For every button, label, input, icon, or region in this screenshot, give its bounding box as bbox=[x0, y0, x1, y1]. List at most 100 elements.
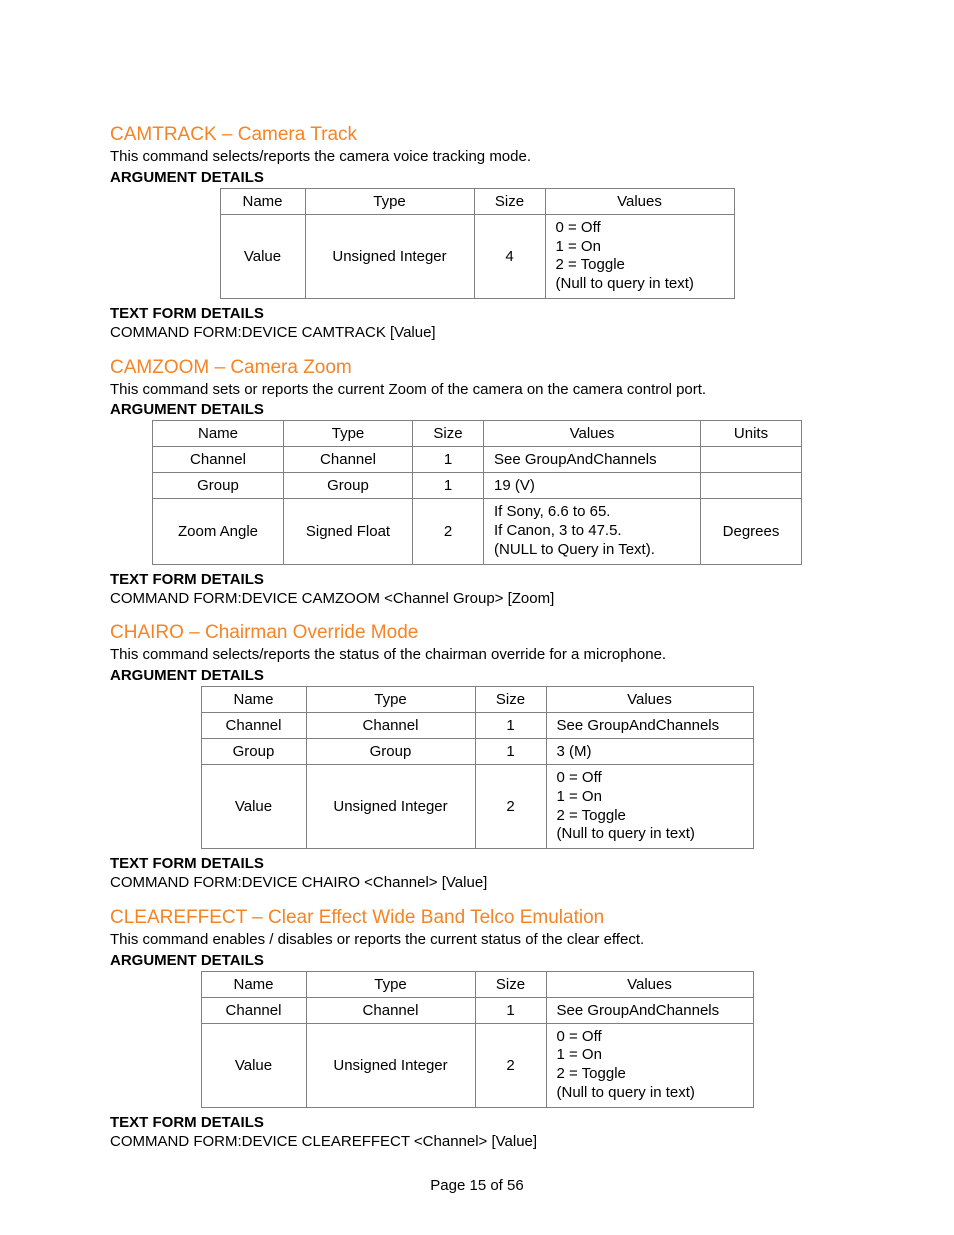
table-header-cell: Size bbox=[475, 971, 546, 997]
section-description: This command sets or reports the current… bbox=[110, 381, 844, 400]
page-footer: Page 15 of 56 bbox=[110, 1177, 844, 1194]
table-cell: 0 = Off1 = On2 = Toggle(Null to query in… bbox=[546, 1023, 753, 1107]
table-header-cell: Size bbox=[413, 421, 484, 447]
table-row: ValueUnsigned Integer40 = Off1 = On2 = T… bbox=[220, 214, 734, 298]
table-cell: Value bbox=[201, 765, 306, 849]
argument-table: NameTypeSizeValuesValueUnsigned Integer4… bbox=[220, 188, 735, 299]
table-cell: 3 (M) bbox=[546, 739, 753, 765]
table-cell: If Sony, 6.6 to 65.If Canon, 3 to 47.5.(… bbox=[484, 499, 701, 564]
argument-table: NameTypeSizeValuesChannelChannel1See Gro… bbox=[201, 971, 754, 1108]
table-cell bbox=[701, 447, 802, 473]
table-wrapper: NameTypeSizeValuesChannelChannel1See Gro… bbox=[110, 971, 844, 1108]
command-section: CAMZOOM – Camera Zoom This command sets o… bbox=[110, 357, 844, 609]
table-header-row: NameTypeSizeValues bbox=[220, 188, 734, 214]
table-row: ChannelChannel1See GroupAndChannels bbox=[201, 713, 753, 739]
table-cell: Channel bbox=[201, 997, 306, 1023]
table-cell: Group bbox=[153, 473, 284, 499]
table-cell: See GroupAndChannels bbox=[546, 997, 753, 1023]
command-form-prefix: COMMAND FORM: bbox=[110, 1133, 242, 1150]
argument-details-heading: ARGUMENT DETAILS bbox=[110, 401, 844, 418]
table-cell: 1 bbox=[413, 447, 484, 473]
table-cell: See GroupAndChannels bbox=[546, 713, 753, 739]
table-cell: 2 bbox=[475, 765, 546, 849]
table-cell: 2 bbox=[475, 1023, 546, 1107]
table-wrapper: NameTypeSizeValuesValueUnsigned Integer4… bbox=[110, 188, 844, 299]
section-title: CLEAREFFECT – Clear Effect Wide Band Tel… bbox=[110, 907, 844, 929]
command-section: CHAIRO – Chairman Override Mode This comm… bbox=[110, 622, 844, 893]
table-cell bbox=[701, 473, 802, 499]
command-form-line: COMMAND FORM:DEVICE CAMZOOM <Channel Gro… bbox=[110, 590, 844, 609]
text-form-details-heading: TEXT FORM DETAILS bbox=[110, 855, 844, 872]
table-header-cell: Values bbox=[484, 421, 701, 447]
table-cell: Channel bbox=[306, 713, 475, 739]
table-cell: Degrees bbox=[701, 499, 802, 564]
table-cell: 19 (V) bbox=[484, 473, 701, 499]
table-header-row: NameTypeSizeValues bbox=[201, 971, 753, 997]
argument-details-heading: ARGUMENT DETAILS bbox=[110, 169, 844, 186]
table-cell: 1 bbox=[475, 997, 546, 1023]
table-row: ValueUnsigned Integer20 = Off1 = On2 = T… bbox=[201, 765, 753, 849]
table-header-cell: Type bbox=[306, 687, 475, 713]
table-cell: See GroupAndChannels bbox=[484, 447, 701, 473]
table-cell: Group bbox=[306, 739, 475, 765]
section-description: This command selects/reports the status … bbox=[110, 646, 844, 665]
command-section: CLEAREFFECT – Clear Effect Wide Band Tel… bbox=[110, 907, 844, 1152]
section-description: This command enables / disables or repor… bbox=[110, 931, 844, 950]
table-row: ValueUnsigned Integer20 = Off1 = On2 = T… bbox=[201, 1023, 753, 1107]
table-cell: 2 bbox=[413, 499, 484, 564]
table-cell: Value bbox=[220, 214, 305, 298]
section-title: CHAIRO – Chairman Override Mode bbox=[110, 622, 844, 644]
command-form-line: COMMAND FORM:DEVICE CHAIRO <Channel> [Va… bbox=[110, 874, 844, 893]
sections-container: CAMTRACK – Camera TrackThis command sele… bbox=[110, 124, 844, 1151]
table-cell: 1 bbox=[475, 713, 546, 739]
table-header-cell: Units bbox=[701, 421, 802, 447]
table-cell: Signed Float bbox=[284, 499, 413, 564]
section-description: This command selects/reports the camera … bbox=[110, 148, 844, 167]
table-cell: Channel bbox=[153, 447, 284, 473]
command-form-value: DEVICE CAMZOOM <Channel Group> [Zoom] bbox=[242, 590, 555, 607]
command-form-prefix: COMMAND FORM: bbox=[110, 874, 242, 891]
table-wrapper: NameTypeSizeValuesChannelChannel1See Gro… bbox=[110, 686, 844, 849]
table-header-cell: Size bbox=[475, 687, 546, 713]
command-form-line: COMMAND FORM:DEVICE CAMTRACK [Value] bbox=[110, 324, 844, 343]
table-row: GroupGroup13 (M) bbox=[201, 739, 753, 765]
section-title: CAMZOOM – Camera Zoom bbox=[110, 357, 844, 379]
command-form-prefix: COMMAND FORM: bbox=[110, 324, 242, 341]
text-form-details-heading: TEXT FORM DETAILS bbox=[110, 1114, 844, 1131]
command-form-value: DEVICE CAMTRACK [Value] bbox=[242, 324, 436, 341]
table-cell: Unsigned Integer bbox=[306, 1023, 475, 1107]
table-header-cell: Name bbox=[220, 188, 305, 214]
table-cell: Unsigned Integer bbox=[306, 765, 475, 849]
argument-details-heading: ARGUMENT DETAILS bbox=[110, 952, 844, 969]
page-content: CAMTRACK – Camera TrackThis command sele… bbox=[0, 0, 954, 1234]
table-header-cell: Values bbox=[545, 188, 734, 214]
text-form-details-heading: TEXT FORM DETAILS bbox=[110, 305, 844, 322]
table-cell: 1 bbox=[475, 739, 546, 765]
command-form-value: DEVICE CHAIRO <Channel> [Value] bbox=[242, 874, 488, 891]
table-cell: Unsigned Integer bbox=[305, 214, 474, 298]
table-cell: Channel bbox=[306, 997, 475, 1023]
command-form-line: COMMAND FORM:DEVICE CLEAREFFECT <Channel… bbox=[110, 1133, 844, 1152]
table-header-cell: Values bbox=[546, 971, 753, 997]
table-cell: Group bbox=[284, 473, 413, 499]
table-header-cell: Type bbox=[306, 971, 475, 997]
table-cell: Channel bbox=[201, 713, 306, 739]
table-cell: Channel bbox=[284, 447, 413, 473]
table-header-cell: Type bbox=[284, 421, 413, 447]
table-header-cell: Name bbox=[201, 971, 306, 997]
command-form-prefix: COMMAND FORM: bbox=[110, 590, 242, 607]
table-row: ChannelChannel1See GroupAndChannels bbox=[153, 447, 802, 473]
table-row: GroupGroup119 (V) bbox=[153, 473, 802, 499]
table-header-cell: Type bbox=[305, 188, 474, 214]
argument-table: NameTypeSizeValuesUnitsChannelChannel1Se… bbox=[152, 420, 802, 564]
table-header-cell: Values bbox=[546, 687, 753, 713]
argument-table: NameTypeSizeValuesChannelChannel1See Gro… bbox=[201, 686, 754, 849]
argument-details-heading: ARGUMENT DETAILS bbox=[110, 667, 844, 684]
text-form-details-heading: TEXT FORM DETAILS bbox=[110, 571, 844, 588]
table-cell: Group bbox=[201, 739, 306, 765]
table-cell: Zoom Angle bbox=[153, 499, 284, 564]
table-header-row: NameTypeSizeValuesUnits bbox=[153, 421, 802, 447]
table-header-cell: Name bbox=[153, 421, 284, 447]
table-header-cell: Name bbox=[201, 687, 306, 713]
table-cell: 0 = Off1 = On2 = Toggle(Null to query in… bbox=[545, 214, 734, 298]
